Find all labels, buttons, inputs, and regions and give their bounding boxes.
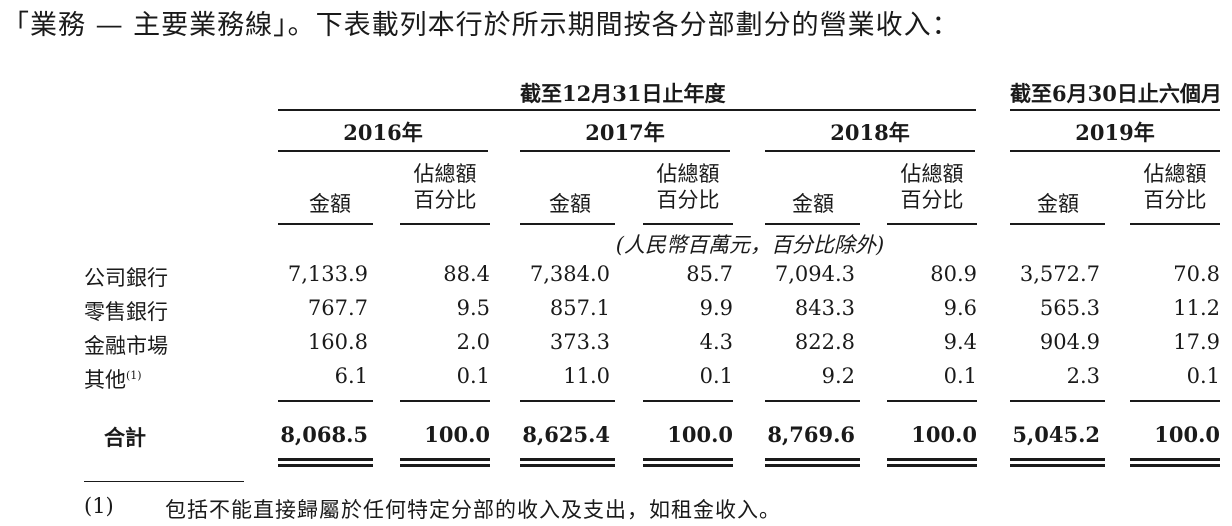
footnote-marker: (1) (84, 494, 114, 518)
cell-amount-2016: 7,133.9 (287, 262, 368, 286)
cell-pct-2016: 0.1 (456, 364, 490, 388)
col-rule (643, 223, 733, 225)
cell-pct-2019: 0.1 (1186, 364, 1220, 388)
subtotal-rule (765, 400, 860, 402)
subtotal-rule (520, 400, 615, 402)
total-amount-2016: 8,068.5 (280, 422, 368, 447)
col-pct-line1: 佔總額 (413, 162, 477, 186)
total-amount-2018: 8,769.6 (767, 422, 855, 447)
row-label: 零售銀行 (84, 300, 168, 324)
year-header-2016: 2016年 (343, 120, 423, 145)
col-pct-2016: 佔總額 百分比 (400, 161, 490, 213)
intro-text: 「業務 — 主要業務線」。下表載列本行於所示期間按各分部劃分的營業收入： (2, 10, 960, 41)
col-rule (520, 223, 615, 225)
period-full-year-header: 截至12月31日止年度 (520, 81, 726, 106)
cell-pct-2017: 9.9 (699, 296, 733, 320)
col-pct-2018: 佔總額 百分比 (887, 161, 977, 213)
cell-pct-2018: 80.9 (930, 262, 977, 286)
cell-amount-2019: 904.9 (1039, 330, 1100, 354)
col-pct-line2: 百分比 (900, 188, 964, 212)
cell-amount-2018: 822.8 (794, 330, 855, 354)
row-label: 公司銀行 (84, 266, 168, 290)
cell-pct-2017: 85.7 (686, 262, 733, 286)
period-half-year-header: 截至6月30日止六個月 (1010, 81, 1222, 106)
year-rule-2017 (520, 150, 730, 152)
cell-amount-2016: 160.8 (307, 330, 368, 354)
col-rule (278, 223, 373, 225)
col-rule (1130, 223, 1220, 225)
col-pct-line1: 佔總額 (656, 162, 720, 186)
col-pct-line1: 佔總額 (900, 162, 964, 186)
subtotal-rule (278, 400, 373, 402)
year-header-2018: 2018年 (830, 120, 910, 145)
subtotal-rule (887, 400, 977, 402)
cell-amount-2018: 843.3 (794, 296, 855, 320)
total-pct-2016: 100.0 (424, 422, 490, 447)
total-pct-2019: 100.0 (1154, 422, 1220, 447)
row-label: 金融市場 (84, 334, 168, 358)
total-amount-2019: 5,045.2 (1012, 422, 1100, 447)
total-label: 合計 (104, 425, 146, 450)
col-rule (765, 223, 860, 225)
footnote-separator (84, 481, 244, 482)
cell-amount-2019: 2.3 (1066, 364, 1100, 388)
cell-pct-2018: 9.4 (943, 330, 977, 354)
col-pct-line2: 百分比 (1143, 188, 1207, 212)
cell-pct-2016: 2.0 (456, 330, 490, 354)
col-rule (400, 223, 490, 225)
col-pct-line2: 百分比 (656, 188, 720, 212)
col-pct-line2: 百分比 (413, 188, 477, 212)
period-half-year-rule (1010, 109, 1220, 111)
cell-amount-2019: 3,572.7 (1019, 262, 1100, 286)
footnote-text: 包括不能直接歸屬於任何特定分部的收入及支出，如租金收入。 (165, 498, 781, 522)
subtotal-rule (1130, 400, 1220, 402)
cell-amount-2017: 11.0 (563, 364, 610, 388)
cell-amount-2016: 767.7 (307, 296, 368, 320)
cell-amount-2019: 565.3 (1039, 296, 1100, 320)
cell-pct-2018: 0.1 (943, 364, 977, 388)
cell-pct-2016: 9.5 (456, 296, 490, 320)
period-full-year-rule (278, 109, 976, 111)
footnote-ref: (1) (126, 369, 142, 382)
cell-pct-2019: 70.8 (1173, 262, 1220, 286)
cell-pct-2017: 4.3 (699, 330, 733, 354)
col-pct-line1: 佔總額 (1143, 162, 1207, 186)
year-rule-2016 (278, 150, 488, 152)
col-pct-2019: 佔總額 百分比 (1130, 161, 1220, 213)
cell-amount-2018: 7,094.3 (774, 262, 855, 286)
total-pct-2018: 100.0 (911, 422, 977, 447)
col-rule (1010, 223, 1105, 225)
year-rule-2019 (1010, 150, 1220, 152)
cell-amount-2017: 857.1 (549, 296, 610, 320)
subtotal-rule (400, 400, 490, 402)
col-amount-2017: 金額 (549, 192, 591, 216)
unit-note: (人民幣百萬元，百分比除外) (615, 233, 885, 257)
year-rule-2018 (765, 150, 975, 152)
cell-amount-2016: 6.1 (334, 364, 368, 388)
cell-amount-2017: 373.3 (549, 330, 610, 354)
cell-amount-2017: 7,384.0 (529, 262, 610, 286)
col-amount-2019: 金額 (1037, 192, 1079, 216)
cell-pct-2017: 0.1 (699, 364, 733, 388)
year-header-2017: 2017年 (585, 120, 665, 145)
total-amount-2017: 8,625.4 (522, 422, 610, 447)
row-label: 其他(1) (84, 368, 142, 392)
cell-pct-2016: 88.4 (443, 262, 490, 286)
year-header-2019: 2019年 (1075, 120, 1155, 145)
col-pct-2017: 佔總額 百分比 (643, 161, 733, 213)
cell-amount-2018: 9.2 (821, 364, 855, 388)
col-rule (887, 223, 977, 225)
subtotal-rule (643, 400, 733, 402)
col-amount-2018: 金額 (792, 192, 834, 216)
subtotal-rule (1010, 400, 1105, 402)
col-amount-2016: 金額 (309, 192, 351, 216)
cell-pct-2018: 9.6 (943, 296, 977, 320)
total-pct-2017: 100.0 (667, 422, 733, 447)
cell-pct-2019: 17.9 (1173, 330, 1220, 354)
cell-pct-2019: 11.2 (1173, 296, 1220, 320)
